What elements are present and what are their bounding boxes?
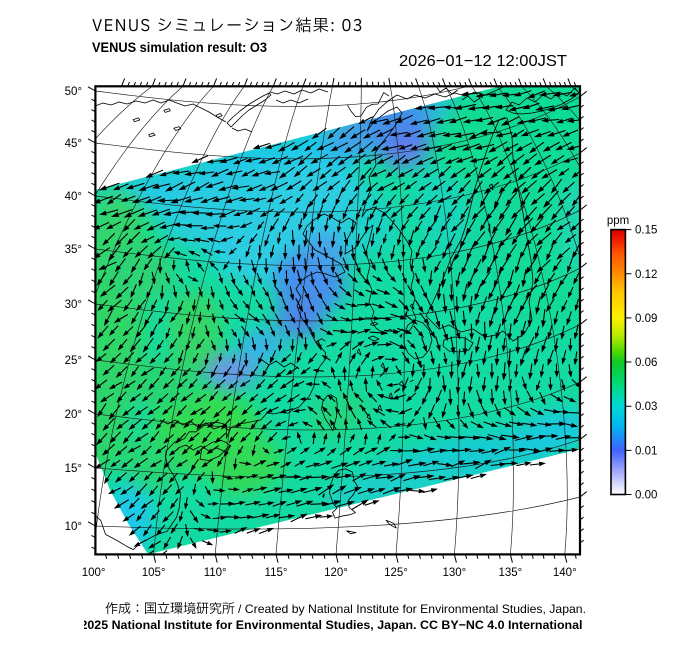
svg-text:140°: 140° [553,567,577,579]
svg-text:25°: 25° [65,355,82,367]
svg-text:0.15: 0.15 [635,225,657,237]
svg-text:130°: 130° [443,567,467,579]
svg-text:0.00: 0.00 [635,490,657,502]
svg-text:45°: 45° [65,138,82,150]
svg-text:135°: 135° [499,567,523,579]
svg-text:120°: 120° [324,567,348,579]
svg-text:125°: 125° [384,567,408,579]
svg-text:0.03: 0.03 [635,401,657,413]
svg-text:15°: 15° [65,463,82,475]
svg-text:20°: 20° [65,409,82,421]
svg-text:2025 National Institute for En: 2025 National Institute for Environmenta… [81,618,583,632]
svg-text:100°: 100° [82,567,106,579]
svg-text:10°: 10° [65,521,82,533]
svg-text:35°: 35° [65,244,82,256]
svg-text:0.09: 0.09 [635,313,657,325]
svg-text:ppm: ppm [607,215,629,227]
svg-text:VENUS simulation result: O3: VENUS simulation result: O3 [92,40,267,55]
svg-text:105°: 105° [142,567,166,579]
svg-text:0.06: 0.06 [635,357,657,369]
svg-text:0.01: 0.01 [635,445,657,457]
svg-text:2026−01−12 12:00JST: 2026−01−12 12:00JST [399,53,567,70]
svg-text:30°: 30° [65,299,82,311]
svg-text:115°: 115° [265,567,288,579]
svg-text:110°: 110° [204,567,227,579]
svg-text:0.12: 0.12 [635,269,657,281]
svg-text:40°: 40° [65,191,82,203]
svg-text:50°: 50° [65,86,82,98]
svg-text:/ Created by National Institut: / Created by National Institute for Envi… [238,602,586,616]
